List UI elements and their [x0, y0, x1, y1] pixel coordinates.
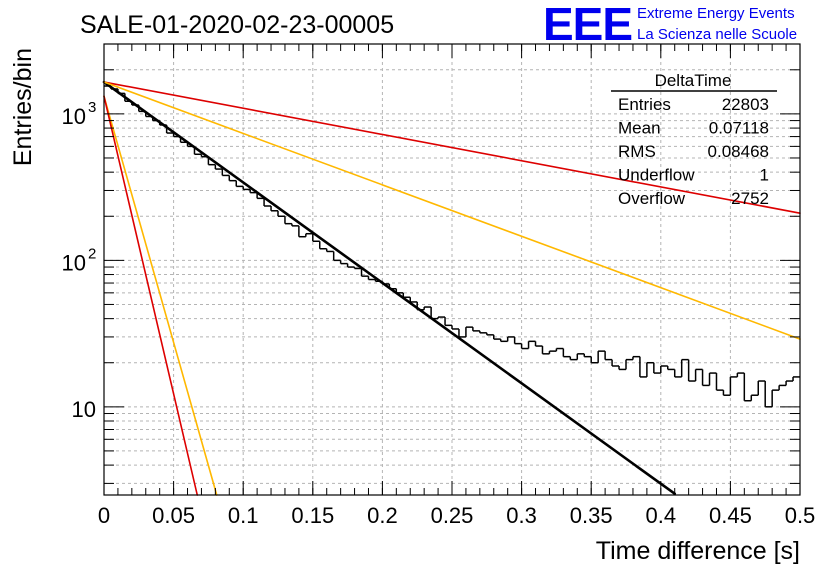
- y-tick-base: 10: [62, 104, 86, 129]
- x-tick-label: 0.45: [709, 503, 752, 528]
- y-tick-label: 10: [72, 397, 96, 422]
- x-tick-labels: 0 0.05 0.1 0.15 0.2 0.25 0.3 0.35 0.4 0.45 0.5: [98, 503, 815, 528]
- x-tick-label: 0.05: [152, 503, 195, 528]
- stats-box-title: DeltaTime: [655, 71, 732, 90]
- x-tick-label: 0.3: [506, 503, 537, 528]
- run-title: SALE-01-2020-02-23-00005: [80, 11, 394, 39]
- x-tick-label: 0.15: [291, 503, 334, 528]
- x-tick-label: 0.4: [646, 503, 677, 528]
- stats-label: Entries: [618, 95, 671, 114]
- grid-lines: [104, 43, 800, 495]
- stats-value: 22803: [722, 95, 769, 114]
- eee-logo: EEE: [543, 0, 632, 50]
- axis-ticks: [103, 43, 801, 495]
- y-tick-label: 10 3: [62, 99, 97, 129]
- x-tick-label: 0.35: [570, 503, 613, 528]
- stats-value: 0.07118: [709, 119, 769, 138]
- org-name-line2: La Scienza nelle Scuole: [637, 26, 797, 43]
- y-tick-exponent: 3: [88, 99, 96, 116]
- x-tick-label: 0.1: [228, 503, 259, 528]
- x-tick-label: 0.5: [785, 503, 816, 528]
- series-line-yellow-slow: [103, 81, 801, 340]
- x-axis-title: Time difference [s]: [596, 537, 800, 565]
- stats-box: DeltaTime Entries 22803 Mean 0.07118 RMS 0.08…: [611, 71, 777, 208]
- series-line-red-fast: [103, 95, 199, 496]
- stats-label: Mean: [618, 119, 661, 138]
- stats-value: 0.08468: [708, 142, 769, 161]
- stats-label: RMS: [618, 142, 656, 161]
- y-tick-base: 10: [62, 250, 86, 275]
- y-axis-title: Entries/bin: [9, 48, 37, 166]
- stats-value: 2752: [731, 189, 769, 208]
- histogram-layer: [104, 85, 800, 408]
- stats-value: 1: [760, 166, 769, 185]
- stats-label: Overflow: [618, 189, 686, 208]
- org-name-line1: Extreme Energy Events: [637, 5, 795, 22]
- y-tick-label: 10 2: [62, 245, 97, 275]
- y-tick-base: 10: [72, 397, 96, 422]
- chart-series: [102, 80, 801, 496]
- stats-rows: Entries 22803 Mean 0.07118 RMS 0.08468 Underfl…: [618, 95, 769, 208]
- x-tick-label: 0.2: [367, 503, 398, 528]
- series-line-yellow-fast: [103, 95, 218, 496]
- y-tick-exponent: 2: [88, 245, 96, 262]
- series-line-red-slow: [103, 81, 801, 214]
- x-tick-label: 0.25: [431, 503, 474, 528]
- stats-label: Underflow: [618, 166, 695, 185]
- x-tick-label: 0: [98, 503, 110, 528]
